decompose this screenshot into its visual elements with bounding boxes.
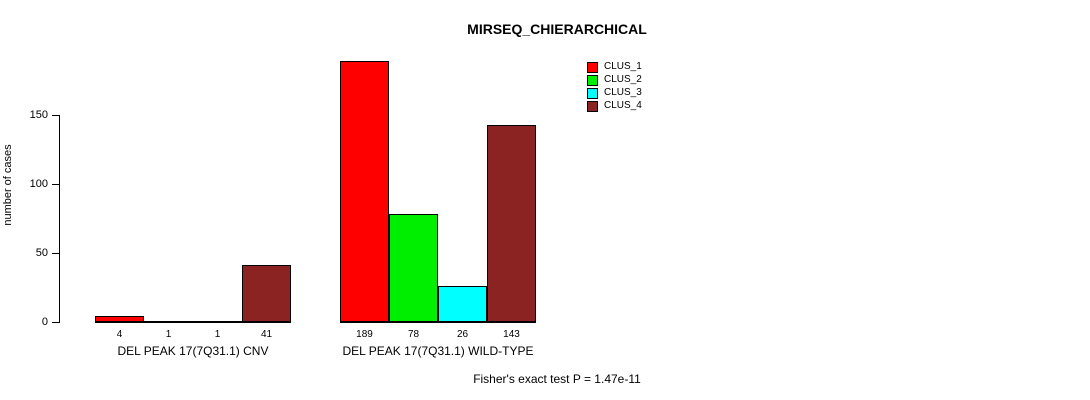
y-axis-tick: [52, 114, 60, 116]
bar-value-label: 78: [407, 329, 420, 340]
y-tick-label: 50: [35, 247, 48, 259]
bar-value-label: 189: [356, 329, 373, 340]
bar-value-label: 41: [260, 329, 273, 340]
group-baseline: [95, 322, 291, 323]
group-baseline: [340, 322, 536, 323]
legend-label: CLUS_4: [604, 100, 642, 111]
bar: [242, 265, 291, 322]
chart-title: MIRSEQ_CHIERARCHICAL: [467, 21, 647, 37]
legend-swatch: [587, 88, 598, 99]
bar: [340, 61, 389, 322]
y-axis-tick: [52, 321, 60, 323]
stat-annotation: Fisher's exact test P = 1.47e-11: [473, 372, 641, 386]
bar-value-label: 143: [503, 329, 520, 340]
bar-value-label: 26: [456, 329, 469, 340]
bar: [487, 125, 536, 322]
y-tick-label: 0: [41, 316, 48, 328]
group-label: DEL PEAK 17(7Q31.1) WILD-TYPE: [342, 344, 534, 358]
legend-swatch: [587, 62, 598, 73]
y-tick-label: 150: [29, 109, 48, 121]
y-axis-tick: [52, 183, 60, 185]
y-axis-line: [59, 115, 60, 323]
bar: [95, 316, 144, 322]
bar: [438, 286, 487, 322]
y-tick-label: 100: [29, 178, 48, 190]
bar-value-label: 1: [165, 329, 172, 340]
legend-swatch: [587, 101, 598, 112]
legend-label: CLUS_2: [604, 74, 642, 85]
legend-label: CLUS_1: [604, 61, 642, 72]
legend-swatch: [587, 75, 598, 86]
bar: [389, 214, 438, 322]
y-axis-tick: [52, 252, 60, 254]
bar-value-label: 1: [214, 329, 221, 340]
group-label: DEL PEAK 17(7Q31.1) CNV: [117, 344, 269, 358]
bar-value-label: 4: [116, 329, 123, 340]
legend-label: CLUS_3: [604, 87, 642, 98]
